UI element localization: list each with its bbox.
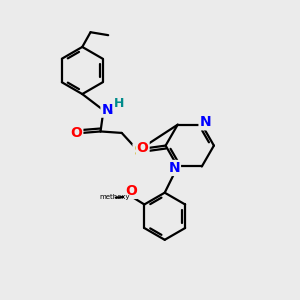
Text: O: O [125, 184, 137, 198]
Text: N: N [200, 115, 211, 129]
Text: N: N [101, 103, 113, 117]
Text: methoxy: methoxy [99, 194, 130, 200]
Text: O: O [137, 141, 148, 155]
Text: S: S [134, 144, 143, 158]
Text: O: O [70, 126, 82, 140]
Text: N: N [168, 161, 180, 175]
Text: H: H [114, 97, 124, 110]
